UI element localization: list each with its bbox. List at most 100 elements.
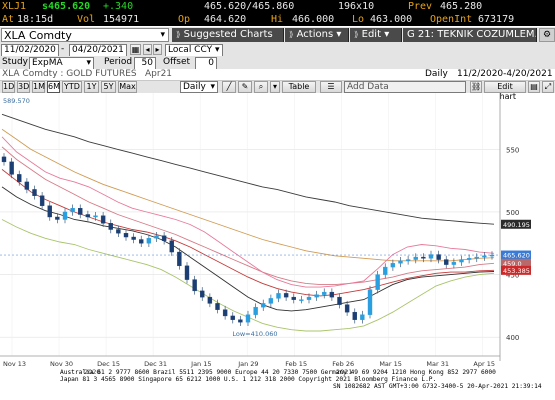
candle-up xyxy=(428,254,434,259)
series-line-expma-200 xyxy=(1,113,495,225)
next-range-icon[interactable]: ▸ xyxy=(153,44,162,55)
x-tick-label: Feb 26 xyxy=(332,360,354,368)
plot-area xyxy=(0,93,500,356)
security-input[interactable]: XLA Comdty xyxy=(4,29,72,42)
bid-ask-size: 196x10 xyxy=(338,1,375,12)
line-tool-icon[interactable]: ╱ xyxy=(222,81,236,93)
chart-date-range: 11/2/2020-4/20/2021 xyxy=(457,69,553,79)
calendar-icon[interactable]: ▦ xyxy=(130,44,141,55)
edit-dropdown-icon: ▾ xyxy=(384,29,390,40)
link-icon[interactable]: ⛓ xyxy=(470,81,482,93)
footer-serial: SN 1082682 AST GMT+3:00 G732-3400-5 20-A… xyxy=(333,383,542,390)
candle-up xyxy=(451,261,457,265)
range-button-1m[interactable]: 1M xyxy=(32,81,45,93)
candle-down xyxy=(39,195,45,206)
range-button-5y[interactable]: 5Y xyxy=(101,81,116,93)
candle-down xyxy=(238,319,243,323)
edit-label: Edit xyxy=(361,29,382,40)
chart-type-icon[interactable]: ▾ xyxy=(270,81,280,93)
range-button-1d[interactable]: 1D xyxy=(2,81,15,93)
settings-icon[interactable]: ☰ xyxy=(320,81,342,93)
candle-up xyxy=(299,299,304,301)
low-label: Lo xyxy=(352,14,365,25)
actions-button[interactable]: ⟫ Actions ▾ xyxy=(285,28,349,42)
candle-down xyxy=(444,259,449,265)
candle-up xyxy=(466,258,472,260)
chart-info-row: XLA Comdty : GOLD FUTURES Apr21 Daily 11… xyxy=(0,69,555,80)
actions-icon: ⟫ xyxy=(289,30,294,39)
candle-down xyxy=(352,311,357,320)
candle-up xyxy=(245,314,251,323)
x-tick-label: Nov 30 xyxy=(50,360,73,368)
print-icon[interactable]: ▤ xyxy=(528,81,540,93)
range-button-1y[interactable]: 1Y xyxy=(84,81,99,93)
high-label: Hi xyxy=(271,14,284,25)
range-button-3d[interactable]: 3D xyxy=(17,81,30,93)
table-button[interactable]: Table xyxy=(282,81,316,93)
time-label: At xyxy=(2,14,15,25)
x-tick-label: Jan 29 xyxy=(237,360,258,368)
security-dropdown-icon[interactable]: ▾ xyxy=(160,30,165,40)
bid-ask: 465.620/465.860 xyxy=(204,1,295,12)
low-value: 463.000 xyxy=(370,14,413,25)
candle-down xyxy=(9,161,14,175)
zoom-icon[interactable]: ⌕ xyxy=(254,81,268,93)
security-box[interactable]: XLA Comdty ▾ xyxy=(1,28,169,42)
expand-icon[interactable]: ⤢ xyxy=(542,81,554,93)
candle-up xyxy=(306,296,312,300)
price-chart[interactable]: 400 450 500 550 490.195 465.620 459.0 453.385 58… xyxy=(0,93,555,400)
candle-up xyxy=(62,211,68,220)
series-line-expma-50 xyxy=(1,146,495,286)
candle-up xyxy=(154,235,159,239)
candle-down xyxy=(17,174,22,183)
annotate-icon[interactable]: ✎ xyxy=(238,81,252,93)
candle-down xyxy=(100,215,106,224)
x-tick-label: Nov 13 xyxy=(3,360,26,368)
series-line-expma-20 xyxy=(1,169,495,297)
candle-up xyxy=(253,306,258,315)
y-tick-label: 500 xyxy=(506,209,519,217)
range-button-max[interactable]: Max xyxy=(118,81,137,93)
frequency-select[interactable]: Daily ▾ xyxy=(180,81,218,93)
volume-label: Vol xyxy=(77,14,96,25)
candle-down xyxy=(116,229,121,234)
edit-chart-button[interactable]: Edit Chart xyxy=(484,81,526,101)
footer-contacts-2: Japan 81 3 4565 8900 Singapore 65 6212 1… xyxy=(60,376,437,383)
chart-icon: ⟫ xyxy=(176,30,181,39)
candle-down xyxy=(108,223,113,230)
prev-range-icon[interactable]: ◂ xyxy=(143,44,152,55)
candle-up xyxy=(474,256,479,259)
y-tick-label: 450 xyxy=(506,272,519,280)
y-tick-label: 400 xyxy=(506,334,519,342)
edit-button[interactable]: ⟫ Edit ▾ xyxy=(350,28,402,42)
gear-icon[interactable]: ⚙ xyxy=(539,28,555,42)
candle-down xyxy=(32,189,37,196)
suggested-charts-button[interactable]: ⟫ Suggested Charts xyxy=(172,28,284,42)
currency-dropdown-icon: ▾ xyxy=(214,45,220,55)
price-label-box xyxy=(501,258,531,268)
actions-dropdown-icon: ▾ xyxy=(336,29,342,40)
candle-down xyxy=(421,256,426,259)
price-label-text: 490.195 xyxy=(503,221,530,229)
candle-up xyxy=(360,314,365,320)
date-separator: - xyxy=(61,44,65,54)
news-headline: G 21: TEKNIK COZUMLEM... xyxy=(407,29,537,40)
range-button-6m[interactable]: 6M xyxy=(47,81,60,93)
actions-label: Actions xyxy=(296,29,334,40)
candle-down xyxy=(337,296,342,305)
news-headline-button[interactable]: G 21: TEKNIK COZUMLEM... xyxy=(403,28,537,42)
study-value: ExpMA xyxy=(32,58,63,68)
x-tick-label: Dec 15 xyxy=(97,360,120,368)
x-tick-label: Mar 15 xyxy=(379,360,402,368)
open-label: Op xyxy=(178,14,191,25)
y-tick-label: 550 xyxy=(506,146,519,154)
range-toolbar: 1D 3D 1M 6M YTD 1Y 5Y Max Daily ▾ ╱ ✎ ⌕ ▾ Table … xyxy=(0,80,555,101)
last-price: s465.620 xyxy=(42,1,91,12)
currency-value: Local CCY xyxy=(168,45,213,55)
prev-value: 465.280 xyxy=(440,1,483,12)
candle-down xyxy=(131,236,136,240)
candle-down xyxy=(291,296,296,300)
range-button-ytd[interactable]: YTD xyxy=(62,81,82,93)
candle-down xyxy=(344,304,350,313)
add-data-input[interactable]: Add Data xyxy=(344,81,466,93)
